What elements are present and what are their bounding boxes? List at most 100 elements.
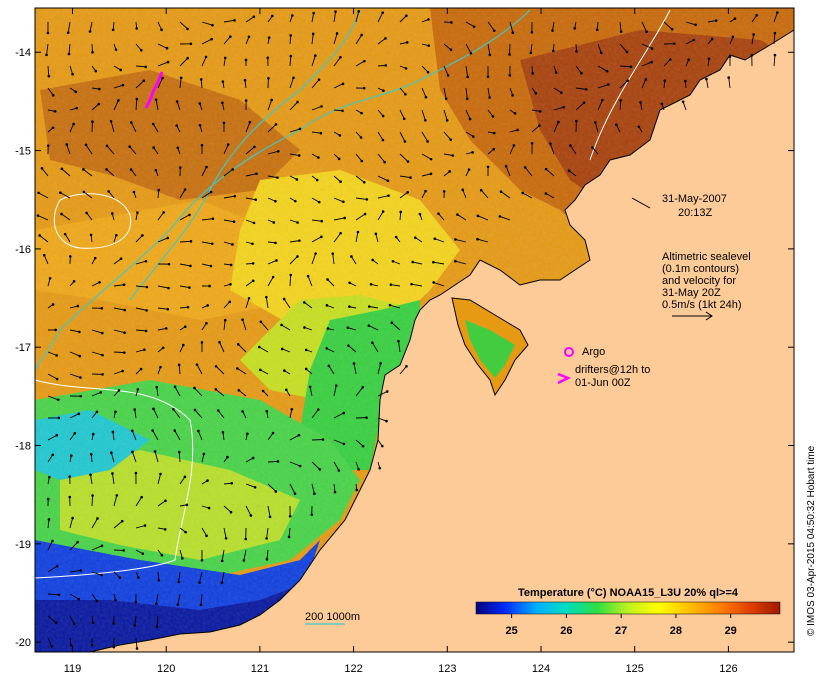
velocity-arrow-head	[167, 286, 170, 290]
velocity-arrow-head	[114, 48, 118, 51]
velocity-arrow-head	[246, 432, 249, 436]
velocity-arrow-head	[367, 305, 371, 308]
velocity-arrow	[37, 215, 49, 221]
velocity-arrow-head	[133, 408, 136, 411]
velocity-arrow-head	[160, 28, 163, 32]
velocity-arrow	[60, 192, 71, 199]
velocity-arrow	[69, 615, 75, 625]
velocity-arrow-head	[437, 212, 440, 215]
velocity-arrow-head	[76, 540, 79, 544]
velocity-arrow	[685, 39, 694, 45]
velocity-arrow-head	[186, 27, 189, 31]
velocity-arrow-head	[59, 191, 62, 194]
velocity-arrow-head	[183, 325, 187, 329]
velocity-arrow	[47, 593, 59, 596]
velocity-arrow-head	[386, 179, 390, 183]
velocity-arrow	[69, 329, 80, 333]
velocity-arrow-head	[275, 259, 278, 262]
velocity-arrow-head	[544, 167, 548, 171]
velocity-arrow	[421, 109, 426, 121]
legend-velocity-arrowhead	[705, 311, 713, 321]
velocity-arrow	[91, 518, 98, 529]
velocity-arrow	[311, 236, 322, 243]
velocity-arrow-head	[74, 90, 78, 94]
velocity-arrow-head	[414, 236, 417, 239]
velocity-arrow-head	[251, 456, 255, 460]
velocity-arrow-head	[468, 117, 472, 121]
velocity-arrow-head	[750, 54, 754, 57]
velocity-arrow-head	[135, 647, 139, 650]
velocity-arrow-head	[207, 506, 211, 510]
velocity-arrow	[157, 473, 161, 485]
lat-tick-label: -20	[15, 637, 31, 649]
velocity-arrow	[311, 33, 314, 45]
velocity-arrow	[594, 122, 599, 133]
velocity-arrow-head	[151, 122, 155, 126]
velocity-arrow-head	[346, 326, 350, 329]
velocity-arrow-head	[432, 260, 435, 264]
velocity-arrow-head	[645, 30, 648, 34]
velocity-arrow-head	[154, 168, 158, 172]
velocity-arrow-head	[88, 30, 92, 33]
velocity-arrow	[281, 324, 291, 331]
velocity-arrow-head	[165, 46, 169, 50]
velocity-arrow-head	[186, 305, 190, 309]
velocity-arrow	[443, 109, 448, 121]
velocity-arrow-head	[492, 29, 496, 32]
velocity-arrow	[201, 38, 212, 45]
velocity-arrow-head	[50, 645, 53, 648]
velocity-arrow-head	[183, 188, 187, 191]
velocity-arrow	[111, 473, 115, 485]
velocity-arrow-head	[143, 348, 146, 351]
velocity-arrow-head	[237, 389, 241, 392]
velocity-arrow-head	[65, 143, 69, 146]
velocity-arrow	[347, 327, 357, 331]
velocity-arrow	[242, 319, 247, 331]
velocity-arrow	[106, 145, 115, 155]
velocity-arrow	[311, 483, 315, 494]
velocity-arrow	[377, 175, 389, 182]
velocity-arrow-head	[47, 518, 51, 521]
velocity-arrow	[415, 237, 423, 243]
velocity-arrow	[178, 364, 181, 375]
velocity-arrow-head	[177, 363, 181, 367]
velocity-arrow-head	[136, 388, 140, 391]
velocity-arrow-head	[714, 19, 718, 22]
velocity-arrow	[480, 189, 489, 199]
velocity-arrow	[86, 212, 93, 221]
velocity-arrow	[201, 241, 213, 245]
velocity-arrow-head	[95, 599, 99, 603]
velocity-arrow	[309, 386, 313, 397]
velocity-arrow-head	[112, 622, 115, 625]
velocity-arrow	[531, 109, 541, 112]
velocity-arrow-head	[449, 138, 453, 141]
velocity-arrow	[545, 168, 555, 177]
velocity-arrow	[462, 189, 467, 199]
velocity-arrow-head	[538, 110, 542, 113]
velocity-arrow-head	[205, 165, 208, 169]
velocity-arrow-head	[381, 210, 385, 213]
velocity-arrow	[157, 285, 169, 289]
colorbar-tick-label: 26	[560, 625, 572, 637]
velocity-arrow-head	[226, 143, 230, 146]
velocity-arrow	[311, 219, 322, 222]
velocity-arrow-head	[120, 519, 124, 523]
velocity-arrow	[157, 327, 167, 331]
velocity-arrow-head	[137, 576, 140, 579]
velocity-arrow	[421, 153, 432, 160]
velocity-arrow	[152, 430, 159, 441]
velocity-arrow	[465, 87, 468, 99]
velocity-arrow	[289, 256, 298, 265]
velocity-arrow	[108, 191, 115, 199]
velocity-arrow	[47, 637, 53, 647]
velocity-arrow	[69, 517, 74, 529]
velocity-arrow-head	[48, 475, 51, 479]
velocity-arrow	[201, 191, 212, 199]
velocity-arrow-head	[82, 168, 85, 171]
velocity-arrow-head	[274, 241, 277, 245]
velocity-arrow-head	[123, 351, 126, 354]
velocity-arrow-head	[321, 438, 325, 441]
velocity-arrow-head	[177, 580, 181, 584]
velocity-arrow	[194, 409, 203, 419]
velocity-arrow-head	[100, 544, 104, 548]
